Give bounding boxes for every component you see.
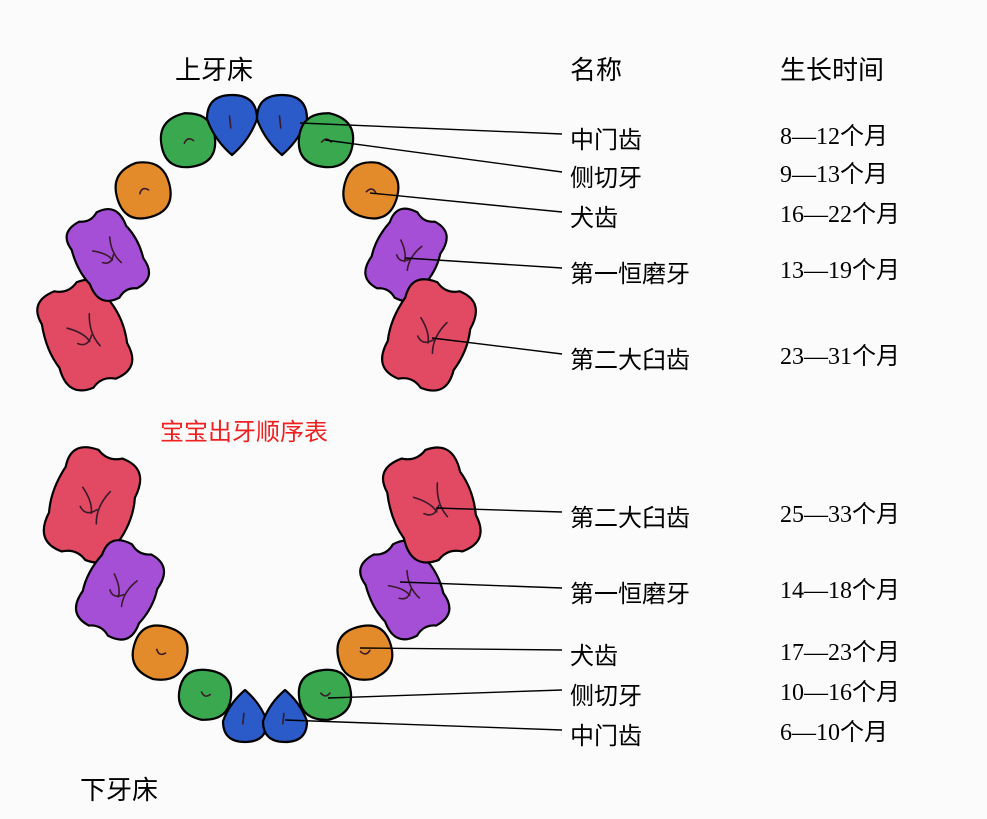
tooth-time-upper-second_molar: 23—31个月	[780, 336, 900, 371]
tooth-name-lower-canine: 犬齿	[570, 636, 618, 671]
tooth-time-lower-second_molar: 25—33个月	[780, 494, 900, 529]
tooth-name-upper-first_molar: 第一恒磨牙	[570, 254, 690, 289]
tooth-name-upper-canine: 犬齿	[570, 198, 618, 233]
tooth-time-upper-lateral_incisor: 9—13个月	[780, 154, 888, 189]
tooth-time-upper-first_molar: 13—19个月	[780, 250, 900, 285]
tooth-time-upper-central_incisor: 8—12个月	[780, 116, 888, 151]
diagram-root: 名称 生长时间 上牙床 下牙床 宝宝出牙顺序表 中门齿 8—12个月侧切牙 9—13…	[0, 0, 987, 819]
tooth-name-lower-central_incisor: 中门齿	[570, 716, 642, 751]
leader-lower-central_incisor	[285, 720, 562, 730]
title-red: 宝宝出牙顺序表	[160, 412, 328, 447]
header-time: 生长时间	[780, 50, 884, 87]
tooth-name-lower-first_molar: 第一恒磨牙	[570, 574, 690, 609]
tooth-name-upper-second_molar: 第二大臼齿	[570, 340, 690, 375]
lower-jaw-label: 下牙床	[80, 770, 158, 807]
upper-jaw-label: 上牙床	[175, 50, 253, 87]
tooth-time-lower-lateral_incisor: 10—16个月	[780, 672, 900, 707]
tooth-name-lower-lateral_incisor: 侧切牙	[570, 676, 642, 711]
tooth-name-upper-central_incisor: 中门齿	[570, 120, 642, 155]
tooth-name-lower-second_molar: 第二大臼齿	[570, 498, 690, 533]
tooth-time-lower-first_molar: 14—18个月	[780, 570, 900, 605]
tooth-name-upper-lateral_incisor: 侧切牙	[570, 158, 642, 193]
leader-lower-lateral_incisor	[328, 690, 562, 698]
tooth-time-lower-central_incisor: 6—10个月	[780, 712, 888, 747]
tooth-time-upper-canine: 16—22个月	[780, 194, 900, 229]
header-name: 名称	[570, 50, 622, 87]
tooth-time-lower-canine: 17—23个月	[780, 632, 900, 667]
